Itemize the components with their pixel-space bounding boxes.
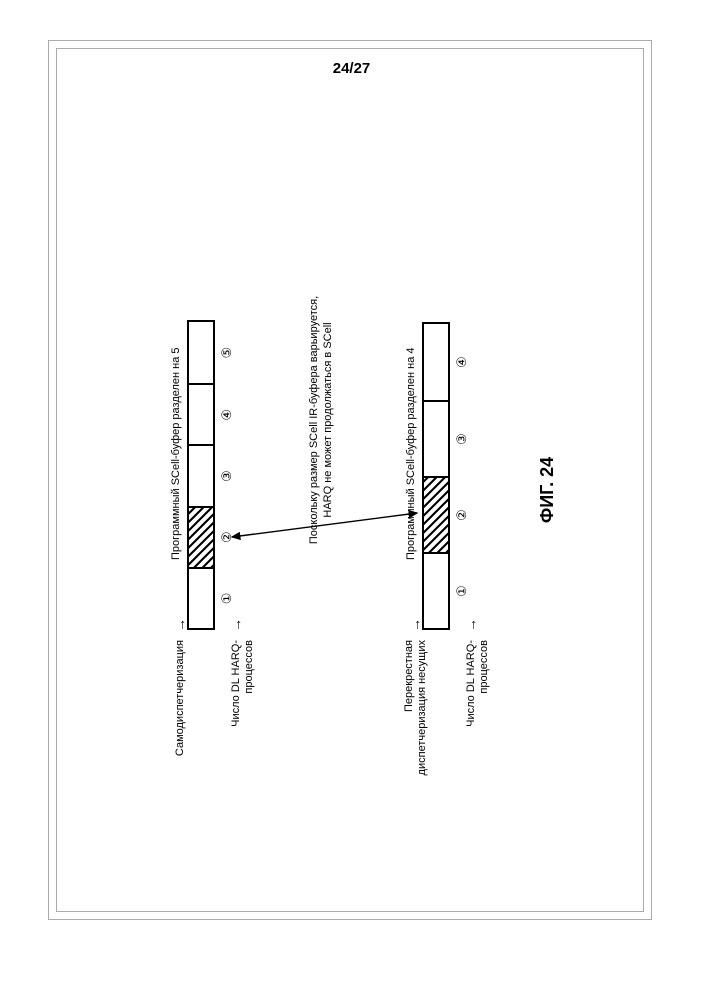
bottom-buffer-title: Программный SCell-буфер разделен на 4 [405,347,417,560]
bottom-mode-label-line2: диспетчеризация несущих [416,640,428,775]
cell-number: ② [219,531,235,543]
cell-number: ④ [219,409,235,421]
middle-note-line2: HARQ не может продолжаться в SCell [322,322,334,517]
bottom-buffer-bar: ①②③④ [422,322,450,630]
cell-number: ③ [454,433,470,445]
top-buffer-bar: ①②③④⑤ [187,320,215,630]
top-buffer-title: Программный SCell-буфер разделен на 5 [170,347,182,560]
buffer-cell: ① [424,552,448,628]
buffer-cell: ③ [189,444,213,505]
cell-number: ⑤ [219,347,235,359]
buffer-cell: ① [189,567,213,628]
bottom-harq-label: Число DL HARQ-процессов [465,640,491,770]
buffer-cell: ② [424,476,448,552]
buffer-cell: ④ [424,324,448,400]
cell-number: ① [219,593,235,605]
figure-diagram: Самодиспетчеризация → Программный SCell-… [142,230,562,750]
buffer-cell: ⑤ [189,322,213,383]
cell-number: ③ [219,470,235,482]
figure-caption: ФИГ. 24 [537,457,558,523]
buffer-cell: ③ [424,400,448,476]
top-mode-arrow-icon: → [172,618,188,632]
bottom-mode-label-line1: Перекрестная [403,640,415,712]
middle-note-line1: Поскольку размер SCell IR-буфера варьиру… [308,296,320,544]
top-harq-label: Число DL HARQ-процессов [230,640,256,770]
bottom-mode-label: Перекрестная диспетчеризация несущих [403,640,429,780]
bottom-harq-arrow-icon: → [463,618,479,632]
cell-number: ① [454,585,470,597]
bottom-mode-arrow-icon: → [407,618,423,632]
buffer-cell: ④ [189,383,213,444]
cell-number: ④ [454,356,470,368]
middle-note: Поскольку размер SCell IR-буфера варьиру… [307,290,336,550]
buffer-cell: ② [189,506,213,567]
cell-number: ② [454,509,470,521]
top-harq-arrow-icon: → [228,618,244,632]
top-mode-label: Самодиспетчеризация [174,640,187,760]
